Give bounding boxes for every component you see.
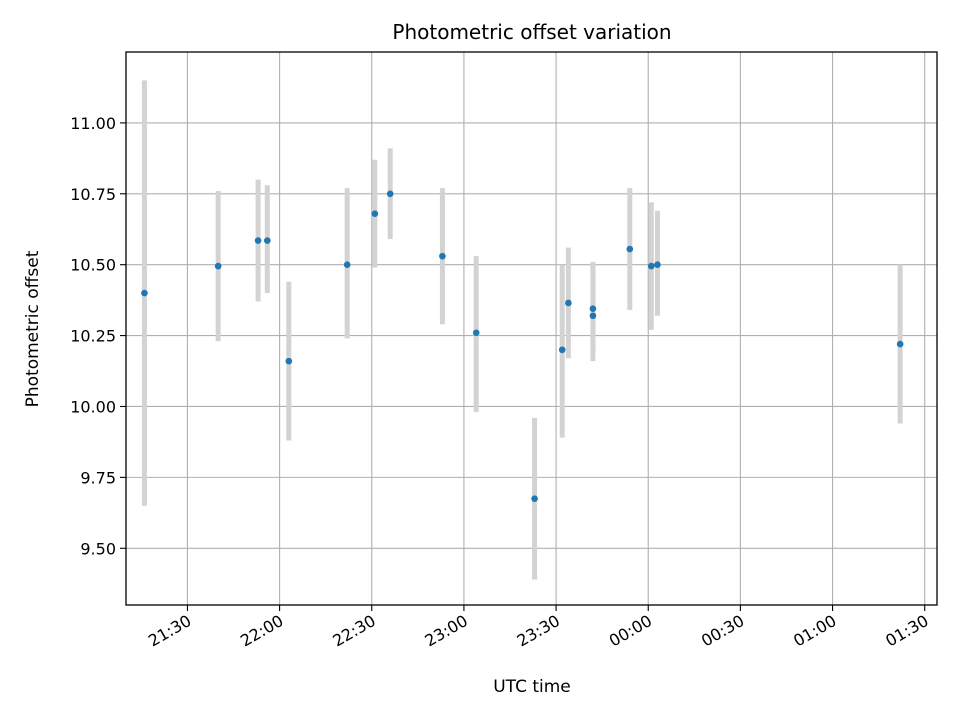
data-point <box>439 252 446 260</box>
data-point <box>285 357 293 365</box>
data-point <box>343 261 351 268</box>
data-point <box>626 245 634 253</box>
data-point <box>648 262 655 270</box>
x-axis-label: UTC time <box>493 677 571 697</box>
data-point <box>589 312 597 320</box>
data-points <box>141 190 904 502</box>
y-axis: 9.50 9.75 10.00 10.25 10.50 10.75 11.00 <box>70 114 126 558</box>
y-tick-label: 10.00 <box>70 397 116 416</box>
data-point <box>896 340 904 348</box>
plot-frame <box>125 51 938 606</box>
data-point <box>589 305 597 312</box>
y-axis-label: Photometric offset <box>23 250 43 407</box>
data-point <box>531 495 538 502</box>
data-point <box>565 299 572 307</box>
data-point <box>254 237 262 244</box>
data-point <box>264 237 271 244</box>
data-point <box>386 190 394 198</box>
data-point <box>558 346 566 354</box>
chart-title: Photometric offset variation <box>392 20 671 44</box>
data-point <box>141 289 148 297</box>
grid <box>126 52 937 605</box>
y-tick-label: 11.00 <box>70 114 116 133</box>
y-tick-label: 10.50 <box>70 256 116 275</box>
data-point <box>654 261 661 268</box>
y-tick-label: 10.75 <box>70 185 116 204</box>
data-point <box>472 329 480 337</box>
data-point <box>371 210 379 217</box>
y-tick-label: 9.50 <box>80 539 116 558</box>
y-tick-label: 10.25 <box>70 327 116 346</box>
y-tick-label: 9.75 <box>80 468 116 487</box>
data-point <box>214 262 222 270</box>
